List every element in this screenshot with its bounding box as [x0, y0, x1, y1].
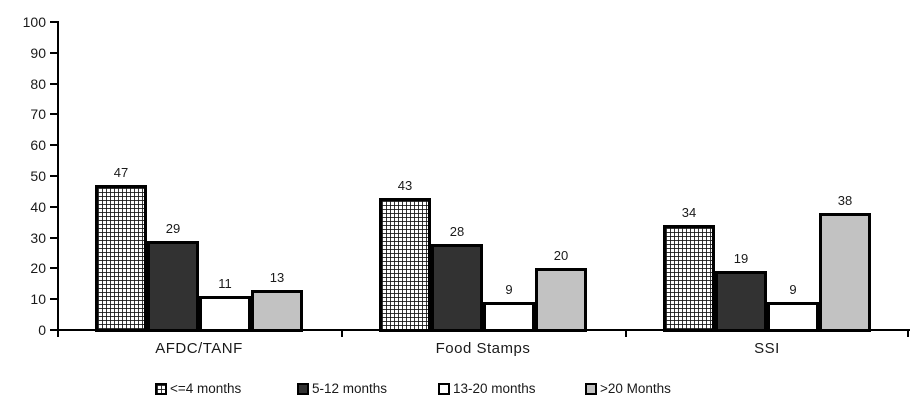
bar-value-label: 38 [837, 192, 853, 208]
y-axis-tick [50, 82, 57, 85]
legend-label: 13-20 months [453, 381, 536, 396]
bar-value-label: 43 [397, 177, 413, 193]
bar--4-months [95, 185, 147, 332]
legend-label: <=4 months [170, 381, 242, 396]
y-axis-line [57, 21, 59, 331]
bar-value-label: 20 [553, 248, 569, 264]
bar-value-label: 9 [789, 282, 797, 298]
bar-13-20-months [483, 302, 535, 332]
y-axis-tick [50, 113, 57, 116]
y-axis-tick-label: 90 [30, 44, 46, 61]
legend-item: 5-12 months [297, 380, 438, 398]
bar-value-label: 11 [218, 276, 232, 292]
y-axis-tick-label: 10 [30, 291, 46, 308]
x-axis-tick [57, 331, 59, 337]
legend-label: >20 Months [600, 381, 671, 396]
bar--20-months [251, 289, 303, 332]
bar-value-label: 47 [113, 165, 129, 181]
bar-value-label: 28 [449, 223, 465, 239]
y-axis-tick-label: 30 [30, 229, 46, 246]
bar-5-12-months [431, 243, 483, 332]
y-axis-tick [50, 298, 57, 301]
y-axis-tick [50, 329, 57, 331]
y-axis-tick [50, 175, 57, 177]
x-axis-category-label: Food Stamps [435, 340, 531, 357]
bar-5-12-months [147, 240, 199, 332]
legend-swatch-icon [438, 383, 450, 395]
y-axis-tick-label: 70 [30, 106, 46, 123]
x-axis-tick [341, 331, 343, 337]
bar-5-12-months [715, 271, 767, 332]
y-axis-tick [50, 51, 57, 54]
x-axis-category-label: AFDC/TANF [155, 340, 243, 357]
y-axis-tick-label: 0 [38, 322, 46, 338]
bar-value-label: 34 [681, 205, 697, 221]
y-axis-tick-label: 20 [30, 260, 46, 277]
y-axis-tick [50, 267, 57, 270]
bar-value-label: 29 [165, 220, 181, 236]
bar--4-months [663, 225, 715, 332]
bar--20-months [535, 268, 587, 332]
bar-value-label: 9 [505, 282, 513, 298]
legend-swatch-icon [297, 383, 309, 395]
legend: <=4 months 5-12 months 13-20 months >20 Mon… [155, 380, 735, 398]
legend-swatch-icon [155, 383, 167, 395]
bar-value-label: 13 [269, 269, 285, 285]
y-axis-tick [50, 144, 57, 147]
bar-value-label: 19 [733, 251, 749, 267]
y-axis-tick-label: 100 [22, 14, 46, 30]
legend-item: 13-20 months [438, 380, 585, 398]
x-axis-category-label: SSI [754, 340, 780, 357]
legend-swatch-icon [585, 383, 597, 395]
x-axis-tick [907, 331, 909, 337]
y-axis-tick [50, 205, 57, 208]
bar-13-20-months [767, 302, 819, 332]
y-axis-tick-label: 80 [30, 75, 46, 92]
y-axis-tick [50, 236, 57, 239]
y-axis-tick-label: 60 [30, 137, 46, 154]
bar--20-months [819, 212, 871, 332]
y-axis-tick-label: 50 [30, 168, 46, 184]
bar--4-months [379, 197, 431, 332]
y-axis-tick [50, 21, 57, 23]
bar-13-20-months [199, 296, 251, 332]
legend-item: >20 Months [585, 380, 735, 398]
legend-label: 5-12 months [312, 381, 388, 396]
legend-item: <=4 months [155, 380, 297, 398]
y-axis-tick-label: 40 [30, 198, 46, 215]
x-axis-tick [625, 331, 627, 337]
